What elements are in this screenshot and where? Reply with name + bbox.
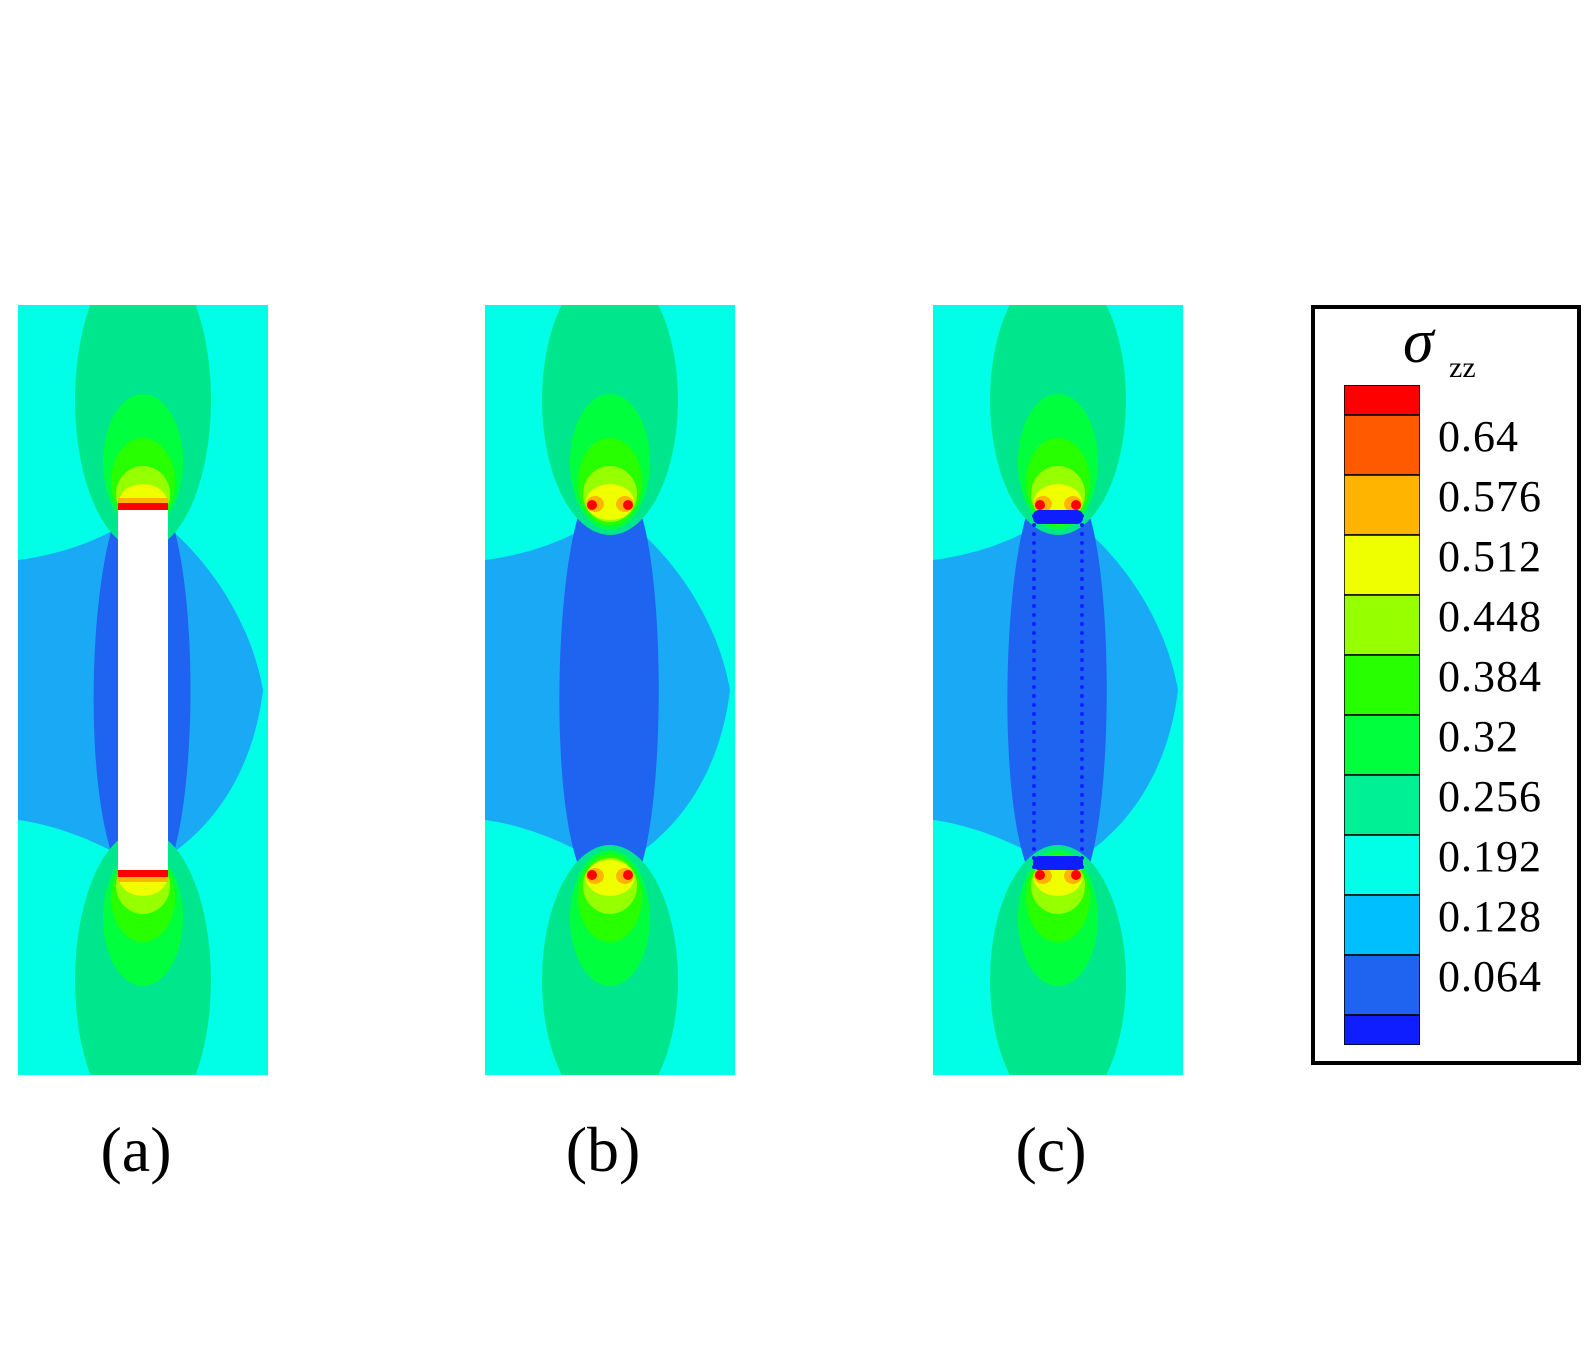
legend-band-9 [1344, 894, 1420, 956]
legend-level-label: 0.64 [1438, 412, 1519, 461]
stress-contour-plot [18, 305, 268, 1075]
legend-band-8 [1344, 834, 1420, 896]
legend-symbol: σ [1403, 308, 1434, 376]
legend-band-11 [1344, 1014, 1420, 1045]
legend-band-0 [1344, 385, 1420, 416]
legend-band-10 [1344, 954, 1420, 1016]
legend-level-label: 0.32 [1438, 712, 1519, 761]
panel-b-stress-field [485, 305, 735, 1075]
legend-band-7 [1344, 774, 1420, 836]
stress-contour-plot [933, 305, 1183, 1075]
legend-level-label: 0.384 [1438, 652, 1542, 701]
legend-band-6 [1344, 714, 1420, 776]
legend-level-label: 0.512 [1438, 532, 1542, 581]
legend-level-label: 0.256 [1438, 772, 1542, 821]
legend-band-2 [1344, 474, 1420, 536]
legend-subscript: zz [1449, 351, 1476, 384]
legend-level-label: 0.064 [1438, 952, 1542, 1001]
legend-band-3 [1344, 534, 1420, 596]
panel-b-caption: (b) [565, 1114, 641, 1185]
legend-level-label: 0.128 [1438, 892, 1542, 941]
stress-contour-plot [485, 305, 735, 1075]
legend-level-label: 0.448 [1438, 592, 1542, 641]
panel-c-caption: (c) [1015, 1114, 1087, 1185]
panel-c-stress-field [933, 305, 1183, 1075]
legend-band-5 [1344, 654, 1420, 716]
legend-level-label: 0.192 [1438, 832, 1542, 881]
color-legend: σ zz 0.64 0.576 0.512 0.448 0.384 0.32 0.256 0.… [1311, 305, 1581, 1065]
legend-color-bar [1344, 385, 1420, 1045]
legend-band-4 [1344, 594, 1420, 656]
panel-a-stress-field [18, 305, 268, 1075]
legend-band-1 [1344, 414, 1420, 476]
panel-a-caption: (a) [100, 1114, 172, 1185]
legend-level-label: 0.576 [1438, 472, 1542, 521]
